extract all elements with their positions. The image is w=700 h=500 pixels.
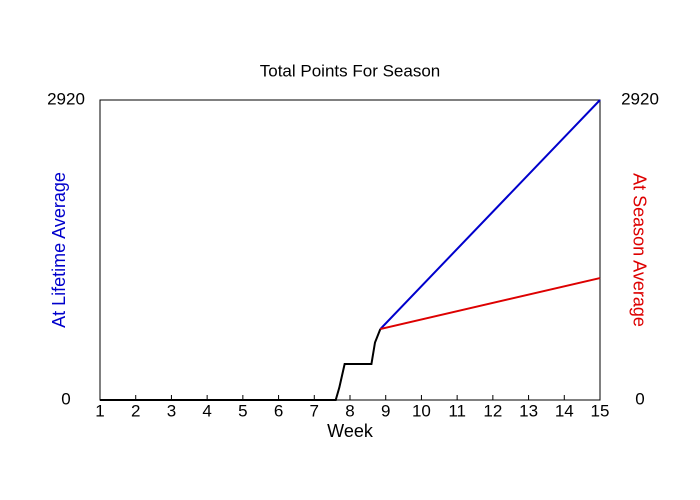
x-tick-label: 9 (381, 401, 390, 420)
x-tick-label: 6 (274, 401, 283, 420)
x-tick-label: 14 (555, 401, 574, 420)
y-axis-label: At Lifetime Average (49, 172, 69, 328)
x-tick-label: 4 (202, 401, 211, 420)
y2-tick-label: 0 (635, 389, 644, 408)
series-line (380, 277, 601, 330)
y2-axis-label: At Season Average (629, 173, 649, 327)
x-tick-label: 13 (519, 401, 538, 420)
x-tick-label: 5 (238, 401, 247, 420)
plot-frame (99, 99, 601, 401)
x-tick-label: 8 (345, 401, 354, 420)
x-tick-label: 10 (412, 401, 431, 420)
x-tick-label: 2 (131, 401, 140, 420)
series-line (100, 328, 382, 401)
y2-tick-label: 2920 (621, 89, 659, 108)
x-tick-label: 11 (448, 401, 466, 420)
y-tick-label: 0 (61, 389, 70, 408)
x-tick-label: 3 (167, 401, 176, 420)
x-axis-label: Week (327, 421, 374, 441)
y-tick-label: 2920 (47, 89, 85, 108)
x-tick-label: 15 (591, 401, 610, 420)
x-tick-label: 1 (95, 401, 104, 420)
series-line (379, 99, 601, 330)
x-tick-label: 12 (483, 401, 502, 420)
x-tick-label: 7 (310, 401, 319, 420)
chart-title: Total Points For Season (260, 61, 440, 80)
